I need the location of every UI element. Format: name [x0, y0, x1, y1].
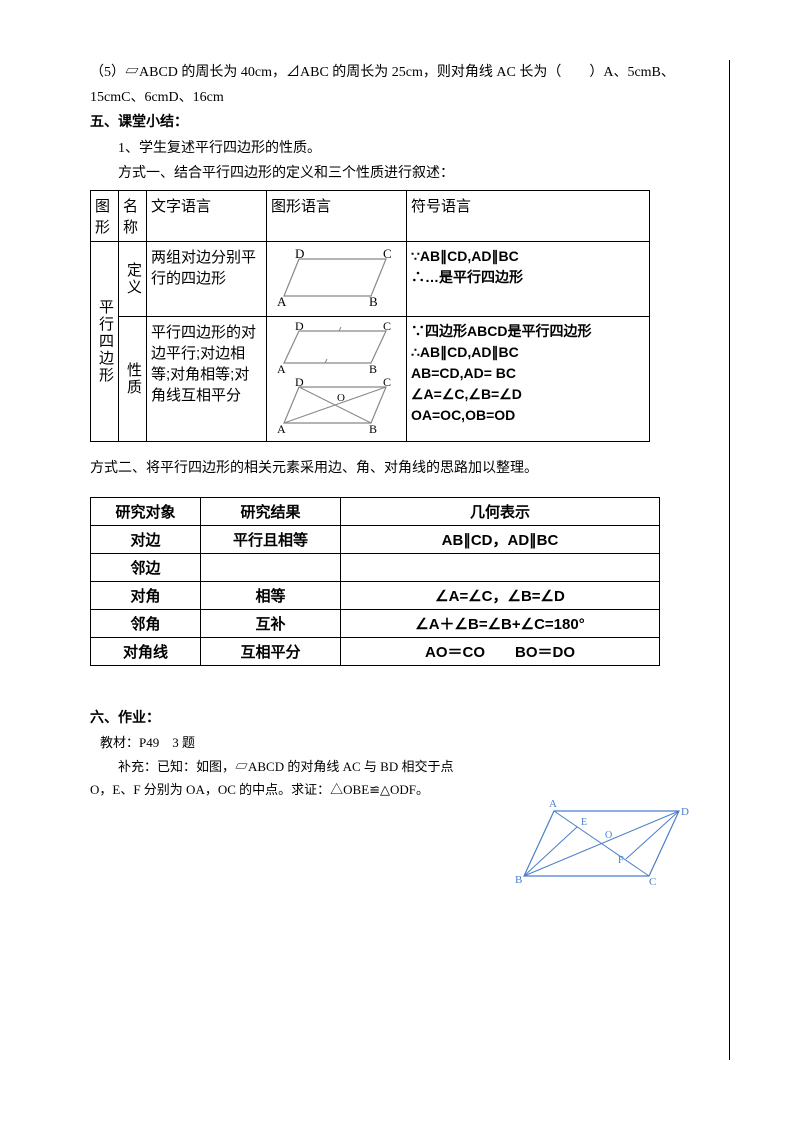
t1-r1-text: 两组对边分别平行的四边形: [147, 241, 267, 316]
svg-text:D: D: [295, 377, 304, 389]
sym-line: AB=CD,AD= BC: [411, 363, 645, 384]
summary-table-2: 研究对象 研究结果 几何表示 对边 平行且相等 AB∥CD，AD∥BC 邻边 对…: [90, 497, 660, 666]
t1-r1-name: 定义: [119, 241, 147, 316]
t2-r1c1: 对边: [91, 526, 201, 554]
t1-r2-figure: D C A B D C A B O: [267, 316, 407, 441]
t2-r1c2: 平行且相等: [201, 526, 341, 554]
parallelogram-diagonals-icon: D C A B O: [271, 377, 401, 437]
t1-r2-name: 性质: [119, 316, 147, 441]
t2-r5c2: 互相平分: [201, 638, 341, 666]
parallelogram-icon: D C A B: [271, 246, 401, 312]
section-5-title: 五、课堂小结：: [90, 110, 699, 135]
svg-text:D: D: [681, 806, 689, 818]
svg-text:C: C: [383, 246, 392, 261]
t1-r1-figure: D C A B: [267, 241, 407, 316]
svg-text:B: B: [369, 294, 378, 309]
svg-text:D: D: [295, 321, 304, 333]
t1-h4: 图形语言: [267, 190, 407, 241]
svg-text:E: E: [581, 817, 587, 828]
t2-r4c1: 邻角: [91, 610, 201, 638]
svg-text:A: A: [277, 422, 286, 436]
summary-table-1: 图形 名称 文字语言 图形语言 符号语言 平行四边形 定义 两组对边分别平行的四…: [90, 190, 650, 442]
svg-text:C: C: [383, 377, 391, 389]
sym-line: ∵四边形ABCD是平行四边形: [411, 321, 645, 342]
t2-r2c2: [201, 554, 341, 582]
t1-h1: 图形: [91, 190, 119, 241]
homework-figure-icon: A D B C E O F: [499, 791, 699, 901]
t1-h3: 文字语言: [147, 190, 267, 241]
section-5-mode-2: 方式二、将平行四边形的相关元素采用边、角、对角线的思路加以整理。: [90, 456, 699, 481]
parallelogram-icon: D C A B: [271, 321, 401, 377]
t1-r1-sym: ∵AB∥CD,AD∥BC ∴…是平行四边形: [407, 241, 650, 316]
t2-r5c1: 对角线: [91, 638, 201, 666]
t2-r5c3: AO＝CO BO＝DO: [341, 638, 660, 666]
homework-1: 教材：P49 3 题: [90, 731, 699, 754]
svg-text:B: B: [515, 874, 522, 886]
svg-text:A: A: [277, 362, 286, 376]
section-5-point-1: 1、学生复述平行四边形的性质。: [90, 136, 699, 161]
sym-line: ∠A=∠C,∠B=∠D: [411, 384, 645, 405]
t2-r2c1: 邻边: [91, 554, 201, 582]
t2-h3: 几何表示: [341, 498, 660, 526]
t2-r4c3: ∠A＋∠B=∠B+∠C=180°: [341, 610, 660, 638]
t2-r3c3: ∠A=∠C，∠B=∠D: [341, 582, 660, 610]
section-6-title: 六、作业：: [90, 706, 699, 731]
t2-r4c2: 互补: [201, 610, 341, 638]
section-5-mode-1: 方式一、结合平行四边形的定义和三个性质进行叙述：: [90, 161, 699, 186]
svg-text:O: O: [337, 392, 345, 404]
svg-text:B: B: [369, 362, 377, 376]
t1-r2-text: 平行四边形的对边平行;对边相等;对角相等;对角线互相平分: [147, 316, 267, 441]
t2-r3c2: 相等: [201, 582, 341, 610]
svg-text:F: F: [618, 855, 624, 866]
t2-h1: 研究对象: [91, 498, 201, 526]
t2-r2c3: [341, 554, 660, 582]
sym-line: ∴…是平行四边形: [411, 267, 645, 288]
svg-text:C: C: [649, 876, 656, 888]
t2-r1c3: AB∥CD，AD∥BC: [341, 526, 660, 554]
t1-shape-label: 平行四边形: [91, 241, 119, 441]
t1-h5: 符号语言: [407, 190, 650, 241]
svg-text:O: O: [605, 830, 612, 841]
sym-line: ∵AB∥CD,AD∥BC: [411, 246, 645, 267]
homework-2a: 补充：已知：如图，▱ABCD 的对角线 AC 与 BD 相交于点: [90, 755, 699, 778]
page-content: （5）▱ABCD 的周长为 40cm，⊿ABC 的周长为 25cm，则对角线 A…: [90, 60, 730, 1060]
svg-text:A: A: [277, 294, 287, 309]
question-5: （5）▱ABCD 的周长为 40cm，⊿ABC 的周长为 25cm，则对角线 A…: [90, 60, 699, 110]
t2-r3c1: 对角: [91, 582, 201, 610]
svg-text:D: D: [295, 246, 304, 261]
t1-h2: 名称: [119, 190, 147, 241]
t2-h2: 研究结果: [201, 498, 341, 526]
sym-line: OA=OC,OB=OD: [411, 405, 645, 426]
svg-text:B: B: [369, 422, 377, 436]
t1-r2-sym: ∵四边形ABCD是平行四边形 ∴AB∥CD,AD∥BC AB=CD,AD= BC…: [407, 316, 650, 441]
sym-line: ∴AB∥CD,AD∥BC: [411, 342, 645, 363]
svg-text:C: C: [383, 321, 391, 333]
svg-text:A: A: [549, 798, 557, 810]
